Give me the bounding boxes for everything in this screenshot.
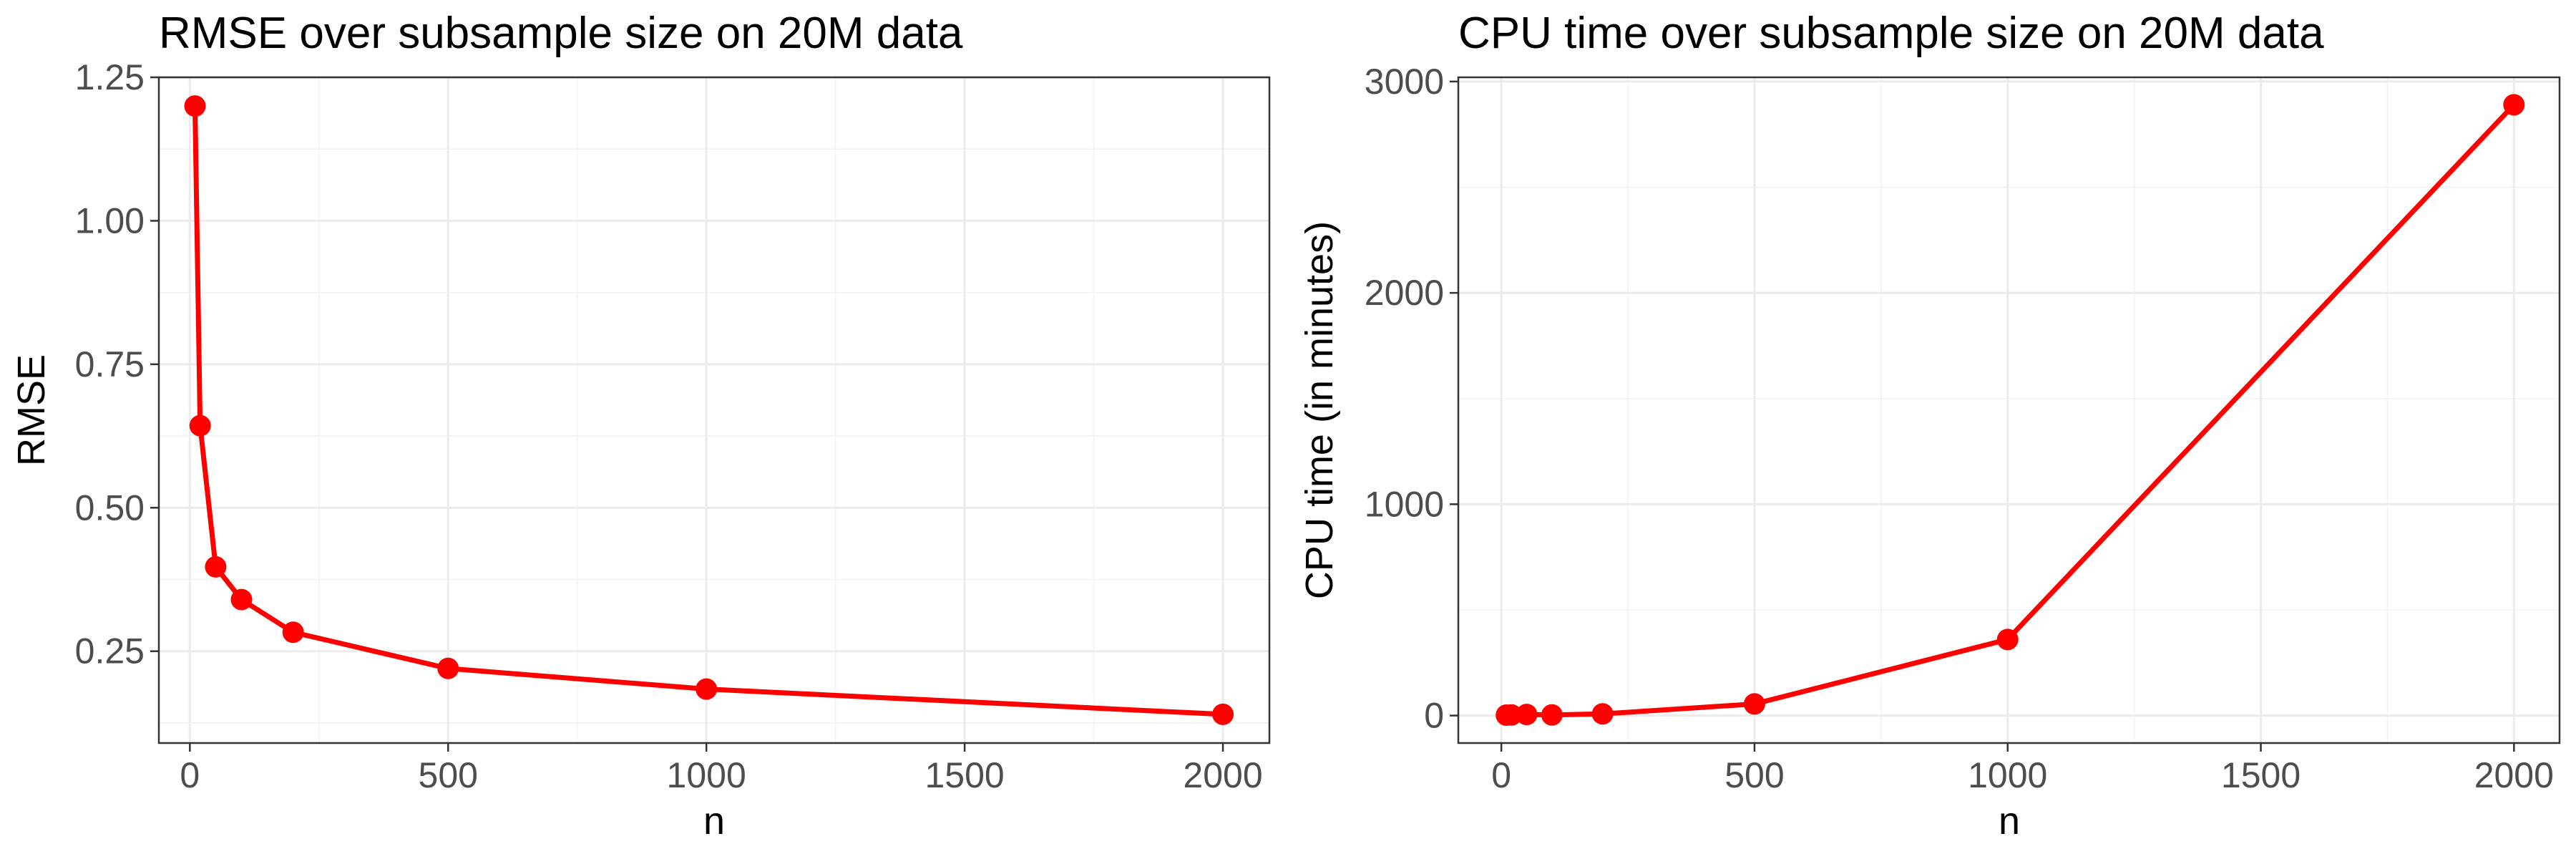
cpu-series <box>1496 94 2525 727</box>
cpu-x-tick-label: 500 <box>1724 755 1784 795</box>
cpu-data-point <box>1501 704 1523 726</box>
rmse-data-point <box>282 621 304 644</box>
rmse-y-axis-label: RMSE <box>10 354 53 466</box>
cpu-y-ticks: 0 1000 2000 3000 <box>1365 62 1458 736</box>
rmse-panel-border <box>157 76 1271 744</box>
rmse-y-ticks: 0.25 0.50 0.75 1.00 1.25 <box>75 57 159 671</box>
rmse-data-point <box>230 588 253 611</box>
rmse-data-point <box>437 657 459 679</box>
cpu-y-axis-label: CPU time (in minutes) <box>1298 221 1341 599</box>
rmse-series-line <box>192 103 1226 717</box>
cpu-panel-border <box>1457 76 2561 744</box>
rmse-data-point <box>1212 703 1234 725</box>
rmse-x-tick-label: 500 <box>419 755 478 795</box>
cpu-x-tick-label: 2000 <box>2474 755 2554 795</box>
cpu-y-tick-label: 0 <box>1424 696 1444 736</box>
cpu-x-tick-label: 1000 <box>1968 755 2047 795</box>
rmse-x-tick-label: 1500 <box>924 755 1004 795</box>
cpu-data-point <box>2503 94 2525 116</box>
cpu-x-axis-label: n <box>1999 800 2020 843</box>
cpu-data-point <box>1591 703 1614 725</box>
rmse-y-tick-label: 0.25 <box>75 631 145 671</box>
cpu-y-tick-label: 1000 <box>1365 484 1444 524</box>
rmse-x-ticks: 0 500 1000 1500 2000 <box>180 743 1263 795</box>
cpu-chart-title: CPU time over subsample size on 20M data <box>1458 9 2324 58</box>
rmse-data-point <box>189 414 211 437</box>
rmse-x-tick-label: 1000 <box>667 755 746 795</box>
cpu-data-point <box>1996 629 2019 651</box>
chart-cpu-time: CPU time over subsample size on 20M data… <box>1298 9 2561 843</box>
rmse-y-tick-label: 0.50 <box>75 487 145 528</box>
rmse-chart-title: RMSE over subsample size on 20M data <box>159 9 963 58</box>
cpu-x-tick-label: 0 <box>1491 755 1511 795</box>
rmse-y-tick-label: 1.25 <box>75 57 145 97</box>
rmse-x-tick-label: 2000 <box>1183 755 1262 795</box>
rmse-y-tick-label: 1.00 <box>75 200 145 241</box>
rmse-data-point <box>184 95 206 117</box>
cpu-data-point <box>1516 704 1538 726</box>
cpu-x-tick-label: 1500 <box>2221 755 2301 795</box>
chart-rmse: RMSE over subsample size on 20M data n R… <box>10 9 1271 843</box>
cpu-x-ticks: 0 500 1000 1500 2000 <box>1491 743 2554 795</box>
rmse-x-axis-label: n <box>703 800 725 843</box>
rmse-data-point <box>696 678 718 700</box>
rmse-y-tick-label: 0.75 <box>75 344 145 384</box>
cpu-y-tick-label: 3000 <box>1365 62 1444 102</box>
cpu-y-tick-label: 2000 <box>1365 273 1444 313</box>
rmse-x-tick-label: 0 <box>180 755 200 795</box>
cpu-data-point <box>1541 704 1563 726</box>
cpu-data-point <box>1743 693 1765 715</box>
rmse-series <box>184 95 1234 725</box>
rmse-data-point <box>205 555 227 578</box>
